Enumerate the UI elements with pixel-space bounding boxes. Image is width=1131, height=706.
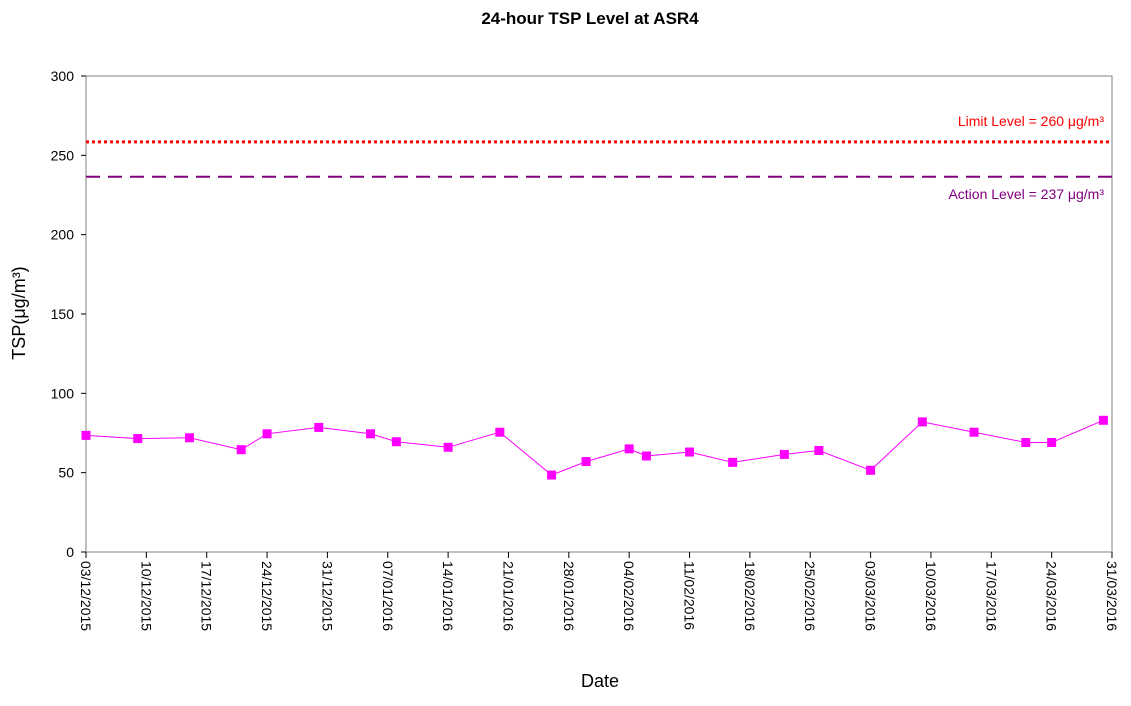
action-level-label: Action Level = 237 μg/m³: [948, 186, 1104, 202]
data-point: [495, 427, 505, 437]
x-tick-label: 10/12/2015: [138, 561, 154, 631]
x-tick-label: 17/12/2015: [199, 561, 215, 631]
data-point: [236, 445, 246, 455]
data-point: [917, 417, 927, 427]
y-tick-label: 250: [51, 147, 75, 163]
data-point: [314, 422, 324, 432]
y-tick-label: 100: [51, 385, 75, 401]
x-axis-title: Date: [581, 671, 619, 691]
x-tick-label: 31/12/2015: [319, 561, 335, 631]
data-point: [1021, 438, 1031, 448]
data-point: [443, 442, 453, 452]
data-point: [366, 429, 376, 439]
x-tick-label: 10/03/2016: [923, 561, 939, 631]
data-point: [1047, 438, 1057, 448]
x-tick-label: 21/01/2016: [500, 561, 516, 631]
data-point: [969, 427, 979, 437]
data-point: [184, 433, 194, 443]
data-point: [866, 465, 876, 475]
x-tick-label: 07/01/2016: [380, 561, 396, 631]
data-point: [547, 470, 557, 480]
x-tick-label: 17/03/2016: [983, 561, 999, 631]
x-tick-label: 03/12/2015: [78, 561, 94, 631]
y-tick-label: 50: [58, 465, 74, 481]
chart-title: 24-hour TSP Level at ASR4: [481, 9, 699, 28]
plot-area: [85, 75, 1113, 553]
data-point: [641, 451, 651, 461]
data-point: [814, 445, 824, 455]
x-tick-label: 11/02/2016: [682, 561, 698, 630]
x-tick-label: 04/02/2016: [621, 561, 637, 631]
data-point: [262, 429, 272, 439]
data-point: [1098, 415, 1108, 425]
limit-level-label: Limit Level = 260 μg/m³: [958, 113, 1105, 129]
x-tick-label: 03/03/2016: [863, 561, 879, 631]
data-point: [81, 430, 91, 440]
y-axis-title: TSP(μg/m³): [9, 266, 29, 359]
x-tick-label: 24/03/2016: [1044, 561, 1060, 631]
data-point: [685, 447, 695, 457]
reference-lines: Limit Level = 260 μg/m³ Action Level = 23…: [86, 113, 1112, 202]
data-point: [133, 434, 143, 444]
y-tick-label: 200: [51, 227, 75, 243]
x-axis: 03/12/2015 10/12/2015 17/12/2015 24/12/2015…: [78, 552, 1120, 631]
series-group: [81, 415, 1108, 480]
y-tick-label: 300: [51, 68, 75, 84]
x-tick-label: 24/12/2015: [259, 561, 275, 631]
y-tick-label: 0: [66, 544, 74, 560]
x-tick-label: 14/01/2016: [440, 561, 456, 631]
x-tick-label: 28/01/2016: [561, 561, 577, 631]
data-point: [728, 457, 738, 467]
x-tick-label: 18/02/2016: [742, 561, 758, 631]
y-axis: 0 50 100 150 200 250 300: [51, 68, 86, 560]
data-point: [581, 457, 591, 467]
x-tick-label: 31/03/2016: [1104, 561, 1120, 631]
x-tick-label: 25/02/2016: [802, 561, 818, 631]
data-point: [779, 449, 789, 459]
y-tick-label: 150: [51, 306, 75, 322]
data-point: [391, 437, 401, 447]
data-point: [624, 444, 634, 454]
